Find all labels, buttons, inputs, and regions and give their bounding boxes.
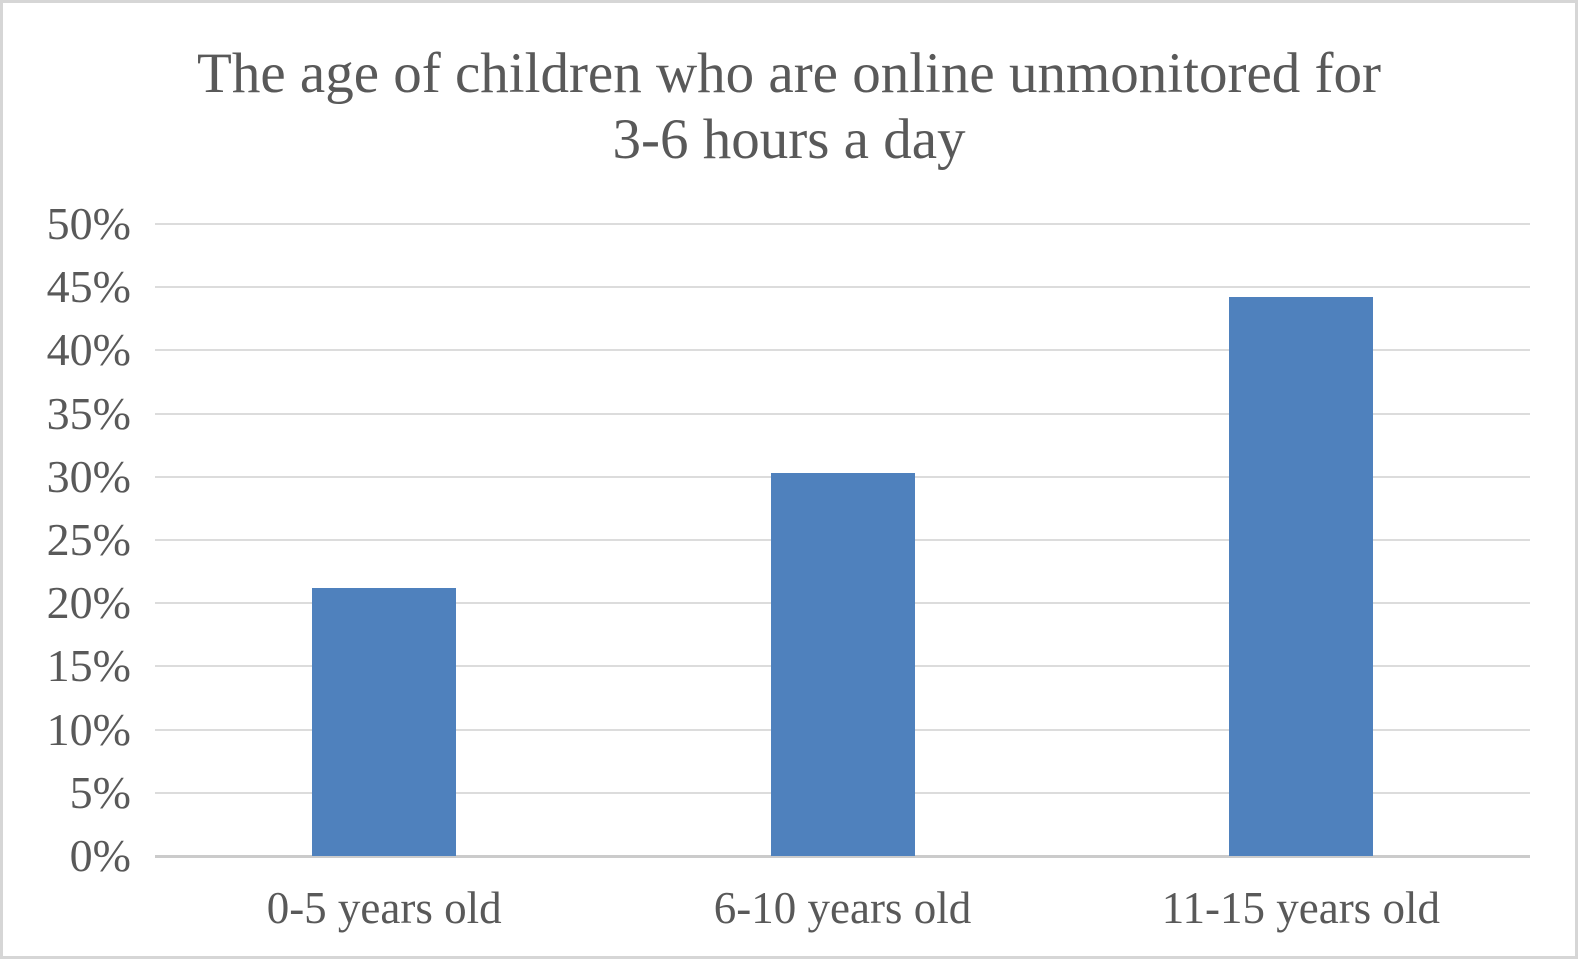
x-axis-line [155,855,1530,858]
y-axis-tick-label: 45% [46,261,131,313]
gridline [155,286,1530,289]
chart-title-line-1: The age of children who are online unmon… [197,42,1381,105]
y-axis-tick-label: 0% [69,830,131,881]
y-axis-tick-label: 10% [46,703,131,755]
y-axis-tick-label: 30% [46,450,131,502]
y-axis-tick-label: 40% [46,324,131,376]
gridline [155,223,1530,225]
gridline [155,349,1530,352]
bar-1 [312,588,457,856]
y-axis-tick-label: 15% [46,640,131,692]
chart-title-line-2: 3-6 hours a day [612,108,966,171]
plot-area [155,223,1530,858]
y-axis-tick-label: 35% [46,387,131,439]
bar-3 [1228,297,1373,856]
y-axis-tick-label: 50% [46,198,131,249]
x-axis-category-label: 6-10 years old [713,883,972,933]
bar-2 [770,473,915,856]
x-axis-category-label: 11-15 years old [1161,883,1440,933]
y-axis-tick-label: 25% [46,514,131,565]
y-axis-tick-label: 20% [46,577,131,629]
y-axis-tick-label: 5% [69,766,131,818]
gridline [155,412,1530,415]
chart-title: The age of children who are online unmon… [3,41,1575,173]
x-axis-category-label: 0-5 years old [266,883,502,933]
